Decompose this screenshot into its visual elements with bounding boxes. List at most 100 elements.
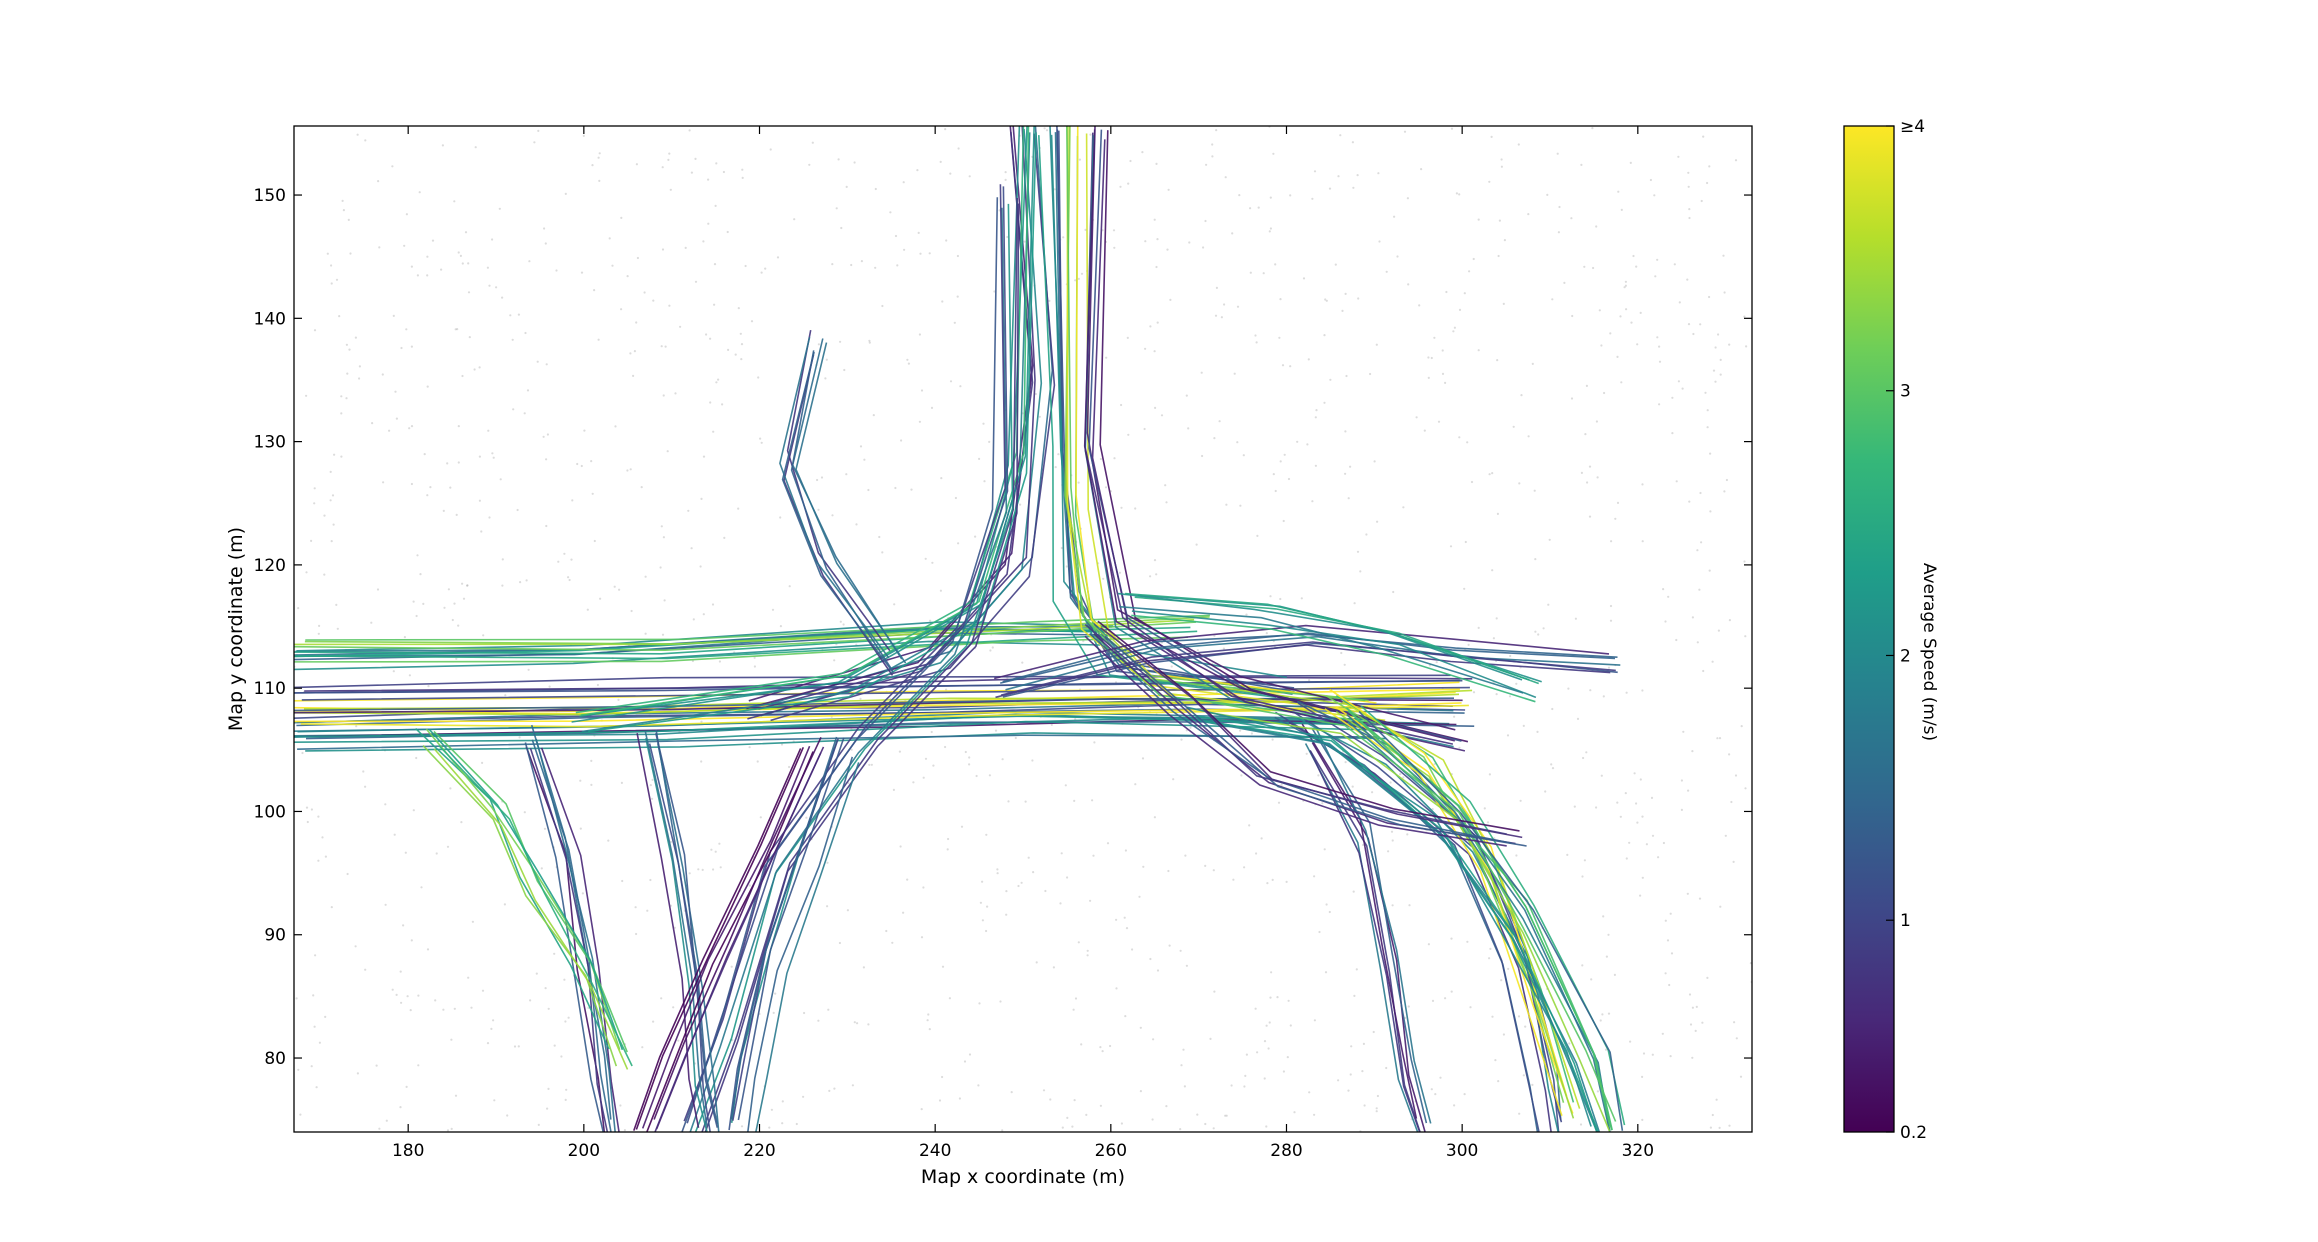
background-point: [598, 152, 601, 155]
background-point: [313, 487, 316, 490]
background-point: [297, 607, 300, 610]
background-point: [1641, 689, 1644, 692]
background-point: [1293, 1111, 1296, 1114]
background-point: [1571, 314, 1574, 318]
background-point: [332, 523, 335, 526]
background-point: [583, 429, 586, 432]
background-point: [1433, 336, 1436, 339]
background-point: [461, 262, 464, 265]
background-point: [454, 328, 457, 331]
background-point: [1170, 665, 1173, 668]
background-point: [313, 1025, 316, 1028]
background-point: [329, 470, 332, 473]
background-point: [1490, 135, 1493, 138]
background-point: [409, 1009, 412, 1012]
background-point: [1027, 856, 1030, 859]
background-point: [553, 1044, 556, 1047]
background-point: [1517, 143, 1520, 146]
background-point: [954, 496, 958, 500]
trajectory-line: [641, 745, 811, 1129]
background-point: [715, 381, 718, 384]
background-point: [1355, 968, 1358, 971]
background-point: [744, 264, 747, 268]
background-point: [1050, 723, 1053, 727]
background-point: [1580, 163, 1583, 166]
background-point: [894, 234, 898, 238]
background-point: [1657, 856, 1660, 859]
background-point: [318, 624, 321, 628]
background-point: [591, 164, 594, 167]
background-point: [924, 757, 928, 760]
background-point: [1551, 298, 1554, 301]
background-point: [859, 697, 862, 701]
background-point: [892, 788, 896, 792]
background-point: [1739, 1075, 1743, 1078]
background-point: [543, 227, 546, 230]
background-point: [1102, 577, 1105, 580]
background-point: [878, 535, 881, 539]
background-point: [440, 268, 443, 271]
background-point: [545, 363, 548, 366]
background-point: [546, 433, 550, 436]
background-point: [1265, 1024, 1268, 1027]
background-point: [1001, 758, 1004, 761]
background-point: [788, 765, 791, 769]
background-point: [626, 275, 629, 278]
background-point: [838, 941, 842, 945]
x-tick-label: 280: [1270, 1141, 1302, 1161]
background-point: [1533, 489, 1536, 492]
background-point: [1328, 910, 1331, 914]
background-point: [1677, 155, 1680, 158]
background-point: [702, 455, 706, 458]
background-point: [839, 620, 842, 623]
background-point: [455, 657, 458, 660]
background-point: [1441, 349, 1444, 352]
background-point: [870, 763, 873, 766]
background-point: [482, 634, 485, 637]
background-point: [906, 358, 909, 361]
background-point: [1277, 801, 1281, 804]
background-point: [1042, 1089, 1046, 1092]
trajectory-line: [1005, 635, 1621, 691]
background-point: [1187, 427, 1190, 430]
background-point: [1074, 279, 1077, 282]
background-point: [1071, 1125, 1074, 1128]
background-point: [457, 251, 460, 254]
background-point: [1734, 159, 1738, 162]
background-point: [920, 389, 924, 392]
background-point: [563, 978, 566, 981]
trajectory-line: [781, 351, 894, 673]
trajectory-line: [646, 751, 814, 1132]
background-point: [1077, 481, 1080, 484]
background-point: [385, 1119, 388, 1122]
background-point: [920, 1108, 923, 1111]
trajectory-line: [755, 762, 860, 1132]
background-point: [769, 148, 772, 151]
background-point: [1154, 406, 1157, 409]
background-point: [1089, 899, 1092, 902]
background-point: [453, 602, 456, 605]
background-point: [310, 539, 313, 543]
background-point: [734, 353, 737, 356]
trajectory-line: [535, 738, 616, 1132]
background-point: [1517, 1015, 1521, 1018]
background-point: [427, 685, 430, 688]
background-point: [1700, 541, 1703, 544]
background-point: [826, 861, 829, 864]
background-point: [711, 603, 715, 606]
background-point: [1619, 315, 1622, 318]
background-point: [1391, 904, 1394, 907]
background-point: [835, 207, 838, 210]
background-point: [1735, 1037, 1738, 1040]
trajectory-line: [294, 720, 1375, 743]
background-point: [709, 337, 712, 340]
background-point: [825, 358, 828, 361]
background-point: [399, 970, 402, 973]
background-point: [659, 566, 662, 569]
background-point: [727, 348, 730, 351]
background-point: [1390, 830, 1394, 833]
background-point: [329, 499, 332, 502]
background-point: [1282, 1070, 1285, 1073]
background-point: [968, 175, 971, 178]
background-point: [1589, 689, 1592, 692]
